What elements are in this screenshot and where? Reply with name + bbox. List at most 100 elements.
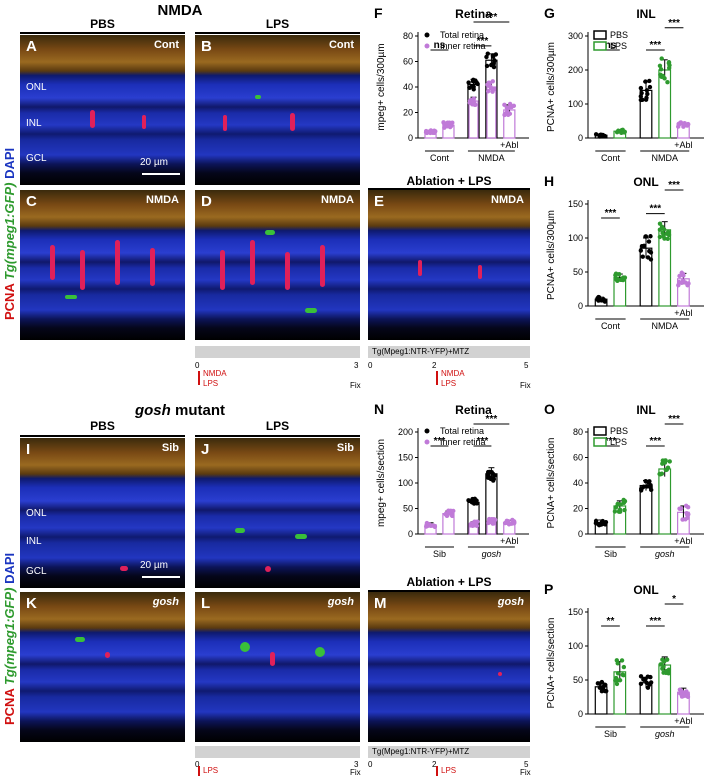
data-point [685, 692, 690, 697]
data-point [679, 270, 684, 275]
panel-letter: O [544, 401, 555, 417]
sig-label: *** [650, 436, 662, 447]
data-point [645, 674, 651, 679]
micrograph-panel: M gosh [368, 592, 530, 742]
micrograph-panel: I Sib ONL INL GCL 20 µm [20, 438, 185, 588]
data-point [666, 232, 672, 238]
side-stain-label: PCNA Tg(mpeg1:GFP) DAPI [2, 148, 17, 320]
col-header-lps: LPS [265, 419, 290, 433]
abl-label: +Abl [500, 140, 518, 150]
stain-red: PCNA [2, 283, 17, 320]
legend-label: LPS [610, 41, 627, 51]
ablation-header: Ablation + LPS [406, 174, 492, 188]
group-label: gosh [655, 729, 675, 739]
timeline-end: 3 [354, 760, 359, 769]
panel-tag: gosh [327, 596, 354, 608]
y-axis-label: PCNA+ cells/section [546, 618, 557, 709]
data-point [645, 91, 650, 97]
sig-label: *** [650, 616, 662, 627]
data-point [685, 511, 691, 517]
sig-label: *** [477, 36, 489, 47]
chart-h: H ONL PCNA+ cells/300µm 0 50 100 150 *** *** *** +… [544, 173, 704, 331]
scale-bar-label: 20 µm [140, 560, 168, 571]
data-point [622, 507, 627, 513]
timeline-fix: Fix [520, 381, 531, 390]
data-point [657, 63, 663, 68]
data-point [677, 506, 682, 511]
sig-label: *** [486, 414, 498, 425]
y-axis-label: mpeg+ cells/section [376, 439, 387, 527]
data-point [657, 221, 663, 226]
y-tick-label: 40 [403, 82, 413, 92]
abl-label: +Abl [674, 140, 692, 150]
y-tick-label: 20 [573, 504, 583, 514]
timeline-fix: Fix [350, 768, 361, 777]
chart-title: Retina [455, 403, 492, 417]
arrow-icon [198, 371, 200, 385]
data-point [644, 680, 649, 686]
pcna-cell [223, 115, 227, 131]
panel-letter: B [201, 38, 212, 55]
panel-tag: gosh [152, 596, 179, 608]
group-label: gosh [482, 549, 502, 559]
data-point [622, 130, 627, 135]
data-point [659, 56, 664, 61]
col-header-lps: LPS [265, 17, 290, 31]
data-point [666, 65, 672, 71]
data-point [661, 234, 666, 239]
ablation-underline [368, 188, 530, 190]
layer-label: INL [26, 536, 42, 547]
sig-label: *** [486, 12, 498, 23]
pcna-cell [142, 115, 146, 129]
layer-label: GCL [26, 153, 47, 164]
data-point [502, 111, 508, 117]
y-tick-label: 300 [568, 31, 583, 41]
legend-marker [424, 32, 430, 38]
data-point [602, 133, 608, 139]
pcna-cell [115, 240, 120, 285]
col-header-pbs: PBS [90, 419, 115, 433]
data-point [638, 94, 644, 99]
stain-green: Tg(mpeg1:GFP) [2, 182, 17, 281]
timeline-lps: LPS [441, 766, 457, 775]
sig-label: *** [668, 18, 680, 29]
mpeg-cell [75, 637, 85, 642]
data-point [681, 693, 686, 699]
col-underline [195, 32, 360, 34]
data-point [445, 124, 450, 129]
scale-bar [142, 576, 180, 578]
data-point [661, 227, 667, 232]
data-point [614, 129, 620, 135]
data-point [613, 505, 619, 510]
mpeg-cell [235, 528, 245, 533]
data-point [667, 459, 672, 464]
data-point [491, 61, 496, 66]
data-point [467, 100, 473, 106]
data-point [617, 678, 623, 683]
pcna-cell [120, 566, 128, 571]
arrow-icon [436, 371, 438, 385]
group-label: gosh [655, 549, 675, 559]
panel-letter: I [26, 441, 31, 458]
y-tick-label: 20 [403, 108, 413, 118]
y-tick-label: 150 [568, 199, 583, 209]
layer-label: ONL [26, 508, 47, 519]
group-label: NMDA [651, 321, 678, 331]
y-tick-label: 0 [578, 529, 583, 539]
y-tick-label: 50 [403, 504, 413, 514]
micrograph-panel: D NMDA [195, 190, 360, 340]
timeline-fix: Fix [350, 381, 361, 390]
abl-label: +Abl [500, 536, 518, 546]
col-underline [195, 435, 360, 437]
panel-letter: J [201, 441, 210, 458]
data-point [662, 659, 667, 664]
pcna-cell [478, 265, 482, 279]
chart-g: G INL PCNA+ cells/300µm 0 100 200 300 ns *** *** +… [544, 5, 704, 163]
scale-bar-label: 20 µm [140, 157, 168, 168]
data-point [678, 691, 683, 696]
data-point [428, 130, 433, 136]
y-tick-label: 50 [573, 675, 583, 685]
stain-green: Tg(mpeg1:GFP) [2, 587, 17, 686]
timeline-end: 5 [524, 760, 529, 769]
chart-n: N Retina mpeg+ cells/section 0 50 100 150 200 **… [374, 401, 529, 559]
